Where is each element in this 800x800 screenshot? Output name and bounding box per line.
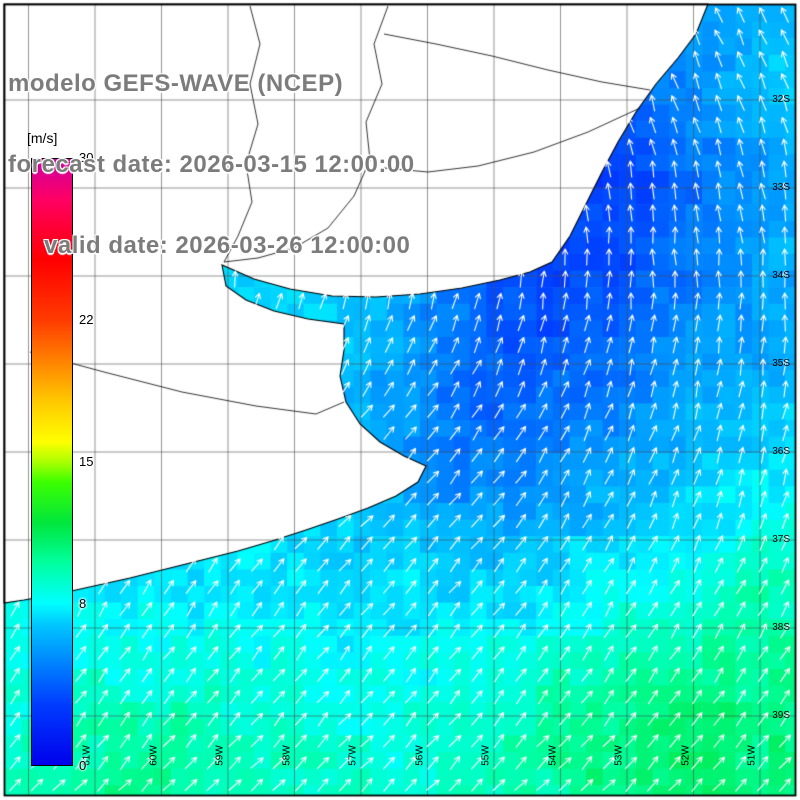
title-block: modelo GEFS-WAVE (NCEP) forecast date: 2…	[8, 16, 415, 313]
latitude-label: 36S	[772, 446, 790, 457]
longitude-label: 56W	[414, 745, 425, 766]
latitude-label: 33S	[772, 182, 790, 193]
forecast-date-label: forecast date: 2026-03-15 12:00:00	[8, 151, 415, 178]
latitude-label: 37S	[772, 534, 790, 545]
colorbar-tick-label: 22	[79, 312, 94, 328]
latitude-label: 39S	[772, 710, 790, 721]
colorbar-tick-label: 8	[79, 595, 87, 611]
latitude-label: 38S	[772, 622, 790, 633]
colorbar-gradient	[31, 158, 73, 766]
colorbar-unit-label: [m/s]	[27, 130, 58, 146]
longitude-label: 53W	[613, 745, 625, 766]
longitude-label: 52W	[680, 745, 691, 766]
longitude-label: 60W	[148, 745, 159, 766]
colorbar-tick-label: 30	[79, 150, 94, 165]
valid-date-label: valid date: 2026-03-26 12:00:00	[44, 232, 411, 259]
colorbar-tick-label: 0	[79, 758, 87, 773]
latitude-label: 32S	[772, 94, 790, 105]
longitude-label: 58W	[281, 745, 292, 766]
latitude-label: 35S	[772, 358, 790, 369]
longitude-label: 51W	[746, 745, 758, 766]
longitude-label: 57W	[347, 745, 359, 766]
latitude-label: 34S	[772, 270, 790, 281]
model-title: modelo GEFS-WAVE (NCEP)	[8, 70, 344, 97]
colorbar-tick-label: 15	[79, 454, 94, 469]
longitude-label: 55W	[480, 745, 492, 766]
longitude-label: 54W	[547, 745, 558, 766]
longitude-label: 59W	[214, 745, 226, 766]
